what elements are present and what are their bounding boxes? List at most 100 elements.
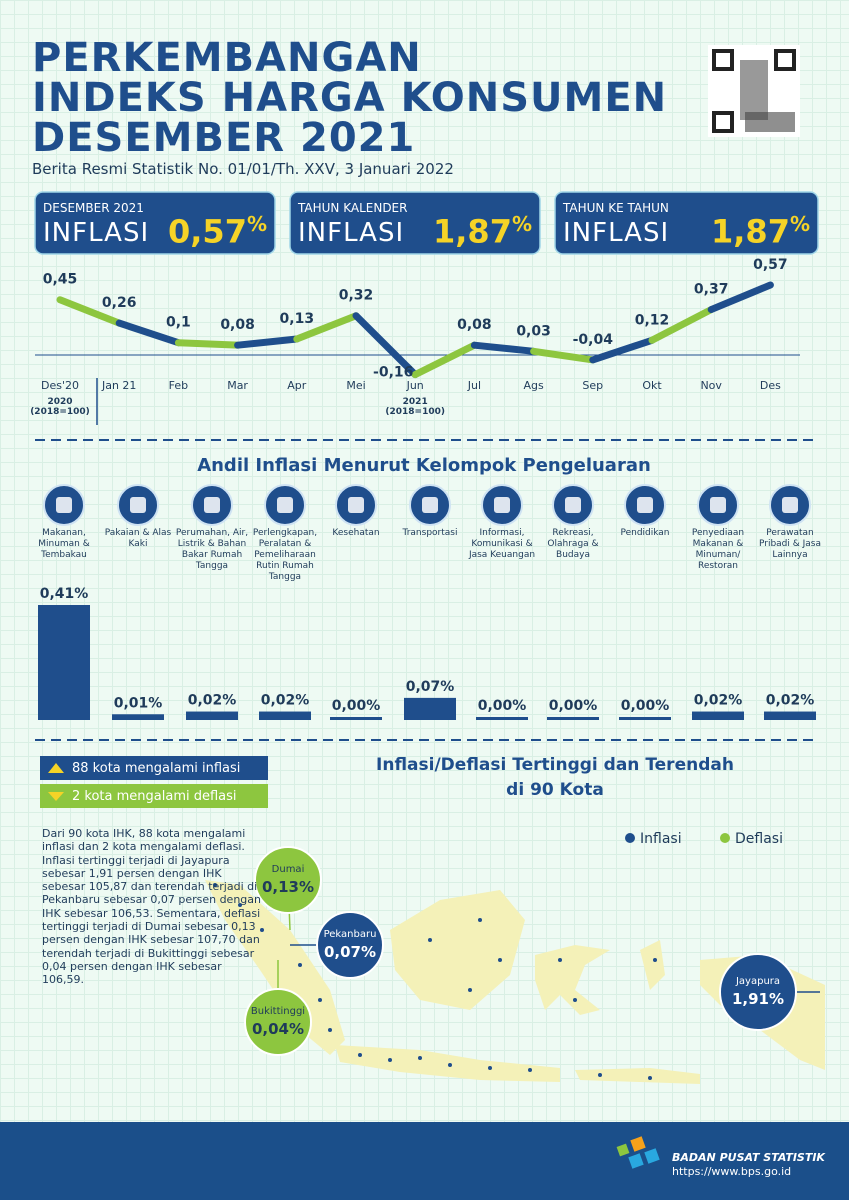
card-label: INFLASI: [298, 218, 405, 248]
bps-logo: [616, 1136, 660, 1169]
x-tick-label: Feb: [169, 379, 188, 392]
data-label: 0,08: [457, 317, 492, 333]
x-tick-label: Apr: [287, 379, 307, 392]
legend-triangle: [48, 792, 64, 801]
category-label: Kesehatan: [332, 528, 380, 538]
line-segment: [589, 336, 656, 364]
city-name: Jayapura: [735, 976, 780, 987]
legend-box: [40, 756, 268, 780]
bar: [186, 711, 238, 720]
card: [289, 191, 541, 255]
bar: [692, 711, 744, 720]
bar: [764, 711, 816, 720]
subtitle: Berita Resmi Statistik No. 01/01/Th. XXV…: [32, 160, 454, 178]
card-label: INFLASI: [563, 218, 670, 248]
category-label: Perawatan Pribadi & Jasa Lainnya: [758, 528, 822, 560]
x-tick-label: Jul: [467, 379, 481, 392]
legend-text: 2 kota mengalami deflasi: [72, 789, 237, 804]
line-segment: [352, 312, 419, 379]
data-label: 0,1: [166, 315, 191, 331]
x-tick-label: Jan 21: [101, 379, 136, 392]
x-tick-label: Des: [760, 379, 781, 392]
card-value-number: 1,87: [711, 212, 790, 251]
category-label: Informasi, Komunikasi & Jasa Keuangan: [468, 528, 536, 560]
icon-glyph: [494, 497, 510, 513]
city-dots: [213, 883, 732, 1080]
data-label: -0,16: [373, 365, 413, 381]
category-label: Perumahan, Air, Listrik & Bahan Bakar Ru…: [175, 528, 249, 571]
x-tick-label: Nov: [700, 379, 722, 392]
line-segment: [470, 341, 538, 355]
category-label: Perlengkapan, Peralatan & Pemeliharaan R…: [252, 528, 318, 582]
card-value: 1,87%: [433, 212, 532, 251]
city-name: Bukittinggi: [251, 1006, 305, 1017]
bar: [112, 714, 164, 720]
icon-glyph: [204, 497, 220, 513]
data-label: 0,37: [694, 282, 729, 298]
city-value: 0,04%: [252, 1020, 304, 1038]
data-label: 0,00%: [621, 698, 670, 714]
data-label: 0,32: [339, 288, 374, 304]
x-tick-label: Sep: [582, 379, 603, 392]
data-label: 0,57: [753, 257, 788, 273]
legend-text: 88 kota mengalami inflasi: [72, 761, 240, 776]
line-segment: [234, 335, 301, 349]
qr-code: [708, 45, 800, 137]
icon-glyph: [56, 497, 72, 513]
category-label: Transportasi: [402, 528, 458, 538]
category-label: Pakaian & Alas Kaki: [104, 528, 172, 549]
footer-band: [0, 1122, 849, 1200]
icon-glyph: [565, 497, 581, 513]
city-bubble: [719, 953, 797, 1031]
city-bubble: [316, 911, 384, 979]
legend-triangle: [48, 763, 64, 773]
title-line: INDEKS HARGA KONSUMEN: [32, 75, 668, 121]
data-label: 0,45: [43, 272, 78, 288]
category-label: Makanan, Minuman & Tembakau: [38, 528, 90, 560]
icon-glyph: [348, 497, 364, 513]
year-base: (2018=100): [30, 407, 90, 417]
line-segment: [707, 281, 774, 314]
data-label: 0,41%: [40, 586, 89, 602]
data-label: 0,12: [635, 312, 670, 328]
card-period: DESEMBER 2021: [43, 201, 144, 215]
chart-title: Andil Inflasi Menurut Kelompok Pengeluar…: [197, 455, 651, 476]
icon-glyph: [637, 497, 653, 513]
city-value: 1,91%: [732, 990, 784, 1008]
x-tick-label: Jun: [406, 379, 424, 392]
bar: [619, 717, 671, 720]
card-value-number: 1,87: [433, 212, 512, 251]
data-label: 0,07%: [406, 679, 455, 695]
year-label: 2020: [47, 397, 72, 407]
x-tick-label: Ags: [523, 379, 544, 392]
card: [34, 191, 276, 255]
x-tick-label: Des'20: [41, 379, 79, 392]
year-base: (2018=100): [385, 407, 445, 417]
card: [554, 191, 819, 255]
map-title: Inflasi/Deflasi Tertinggi dan Terendah: [376, 755, 734, 775]
category-label: Pendidikan: [620, 528, 670, 538]
city-bubble: [244, 988, 312, 1056]
title-line: PERKEMBANGAN: [32, 35, 422, 81]
card-unit: %: [246, 212, 267, 236]
bar: [330, 717, 382, 720]
icon-glyph: [277, 497, 293, 513]
data-label: 0,00%: [549, 698, 598, 714]
year-label: 2021: [403, 397, 428, 407]
line-segment: [411, 341, 478, 379]
card-period: TAHUN KE TAHUN: [563, 201, 669, 215]
line-segment: [530, 347, 597, 364]
card-unit: %: [789, 212, 810, 236]
line-segment: [56, 296, 123, 327]
city-name: Dumai: [272, 864, 305, 875]
city-value: 0,13%: [262, 878, 314, 896]
data-label: 0,00%: [478, 698, 527, 714]
map-legend-label: Deflasi: [735, 831, 783, 847]
map-legend-dot: [720, 833, 730, 843]
data-label: 0,02%: [694, 693, 743, 709]
card-label: INFLASI: [43, 218, 150, 248]
x-tick-label: Mei: [346, 379, 365, 392]
bar: [259, 711, 311, 720]
card-value: 1,87%: [711, 212, 810, 251]
